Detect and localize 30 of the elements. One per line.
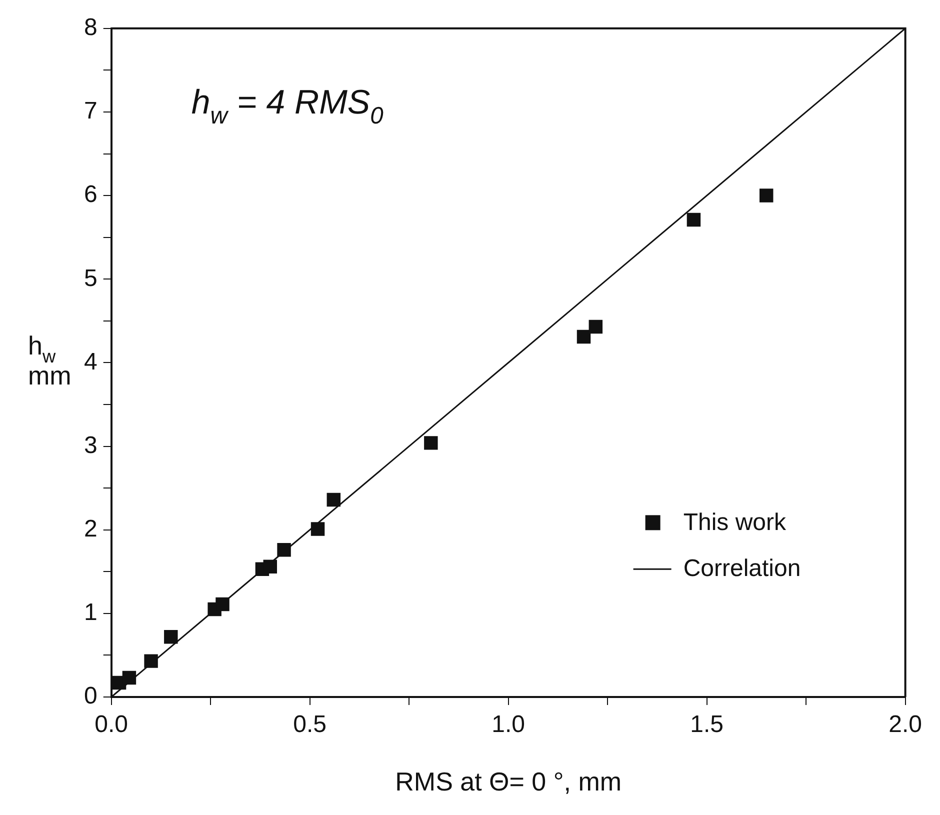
point — [164, 630, 178, 644]
x-tick-label: 1.0 — [492, 711, 526, 738]
x-tick-label: 0.0 — [94, 711, 128, 738]
y-tick-label: 5 — [84, 264, 98, 292]
point — [686, 212, 701, 227]
y-tick-label: 8 — [84, 14, 98, 42]
point — [263, 560, 278, 574]
point — [760, 188, 774, 202]
x-tick-label: 1.5 — [690, 711, 724, 738]
point — [122, 670, 136, 685]
point — [326, 492, 341, 507]
y-tick-label: 4 — [84, 348, 98, 376]
point — [144, 654, 158, 668]
y-tick-label: 7 — [84, 98, 98, 125]
y-tick-label: 1 — [84, 599, 98, 626]
point — [310, 522, 325, 536]
y-tick-label: 2 — [84, 515, 98, 542]
x-axis-title: RMS at Θ= 0 °, mm — [395, 766, 622, 797]
point — [424, 436, 438, 450]
x-tick-label: 2.0 — [888, 711, 922, 738]
y-tick-label: 3 — [84, 432, 98, 459]
y-tick-label: 6 — [84, 181, 98, 208]
legend-label: This work — [683, 508, 787, 536]
y-tick-label: 0 — [84, 682, 98, 710]
point — [216, 597, 230, 612]
point — [576, 330, 591, 344]
point — [277, 543, 291, 557]
legend-label: Correlation — [683, 554, 801, 582]
point — [588, 320, 603, 334]
x-tick-label: 0.5 — [293, 711, 327, 738]
